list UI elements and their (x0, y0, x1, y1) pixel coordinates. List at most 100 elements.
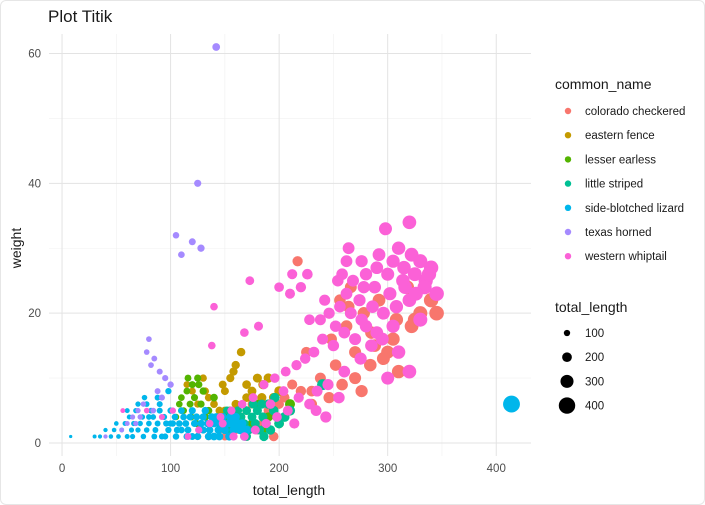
size-legend-key (562, 352, 572, 363)
data-point (197, 400, 205, 408)
data-point (354, 352, 367, 365)
data-point (381, 267, 395, 281)
data-point (188, 387, 196, 395)
x-tick-label: 400 (487, 463, 506, 475)
data-point (119, 427, 125, 433)
legend-label: colorado checkered (585, 106, 685, 118)
data-point (116, 434, 121, 439)
data-point (340, 287, 353, 300)
data-point (103, 427, 108, 433)
data-point (304, 398, 315, 410)
data-point (252, 373, 262, 383)
data-point (92, 434, 97, 439)
data-point (353, 294, 366, 307)
data-point (299, 353, 311, 364)
data-point (148, 362, 154, 368)
legend-key (564, 253, 572, 260)
y-axis: 0 20 40 60 (28, 48, 41, 450)
data-point (320, 411, 332, 423)
data-point (327, 339, 340, 352)
data-point (242, 380, 251, 389)
data-point (289, 418, 300, 429)
data-point (111, 427, 117, 433)
data-point (140, 433, 147, 440)
data-point (167, 420, 174, 427)
data-point (207, 341, 216, 350)
data-point (180, 413, 187, 421)
size-legend-label: 300 (585, 376, 604, 388)
data-point (240, 328, 249, 337)
data-point (128, 427, 135, 433)
data-point (97, 434, 103, 439)
x-axis: 0 100 200 300 400 (59, 463, 506, 475)
data-point (158, 394, 165, 401)
data-point (257, 399, 267, 409)
data-point (311, 385, 323, 397)
chart-title: Plot Titik (48, 7, 113, 26)
data-point (389, 300, 404, 314)
data-point (210, 302, 218, 311)
data-point (293, 392, 304, 403)
legend-label: texas horned (585, 227, 652, 239)
data-point (199, 413, 207, 421)
x-tick-label: 300 (378, 463, 397, 475)
legend-key (564, 156, 572, 163)
x-tick-label: 200 (270, 463, 289, 475)
data-point (338, 365, 351, 378)
data-point (140, 401, 147, 407)
data-point (146, 414, 152, 420)
data-point (124, 434, 130, 439)
data-point (184, 374, 192, 382)
data-point (135, 427, 141, 433)
data-point (154, 388, 161, 395)
data-point (195, 380, 203, 389)
data-point (205, 419, 214, 428)
data-point (280, 366, 291, 377)
data-point (237, 419, 247, 428)
data-point (204, 393, 213, 402)
data-point (156, 401, 163, 408)
data-point (143, 427, 150, 433)
data-point (265, 399, 276, 409)
data-point (386, 254, 400, 268)
data-point (162, 375, 169, 382)
data-point (194, 179, 202, 187)
data-point (204, 432, 213, 441)
data-point (143, 349, 150, 355)
data-point (429, 305, 444, 321)
y-tick-label: 60 (28, 48, 41, 60)
data-point (375, 332, 389, 346)
data-point (236, 347, 246, 357)
data-point (215, 432, 224, 441)
data-point (143, 407, 150, 414)
data-point (235, 425, 245, 435)
data-point (391, 241, 406, 255)
data-point (172, 433, 180, 440)
data-point (184, 433, 192, 440)
data-point (322, 379, 334, 391)
data-point (338, 326, 351, 339)
x-tick-label: 100 (161, 463, 180, 475)
data-point (291, 359, 302, 371)
data-point (292, 256, 303, 267)
data-point (366, 300, 379, 313)
data-points (69, 43, 520, 442)
data-point (169, 407, 177, 414)
data-point (210, 393, 218, 402)
data-point (158, 413, 165, 421)
data-point (340, 255, 353, 268)
data-point (386, 319, 400, 333)
data-point (329, 320, 342, 332)
data-point (359, 268, 373, 281)
data-point (218, 419, 227, 428)
data-point (252, 406, 262, 416)
data-point (69, 434, 73, 439)
data-point (231, 399, 240, 409)
data-point (137, 420, 143, 427)
data-point (194, 374, 202, 382)
data-point (150, 414, 157, 420)
data-point (195, 426, 203, 434)
data-point (210, 400, 218, 408)
x-tick-label: 0 (59, 463, 65, 475)
data-point (175, 400, 183, 408)
